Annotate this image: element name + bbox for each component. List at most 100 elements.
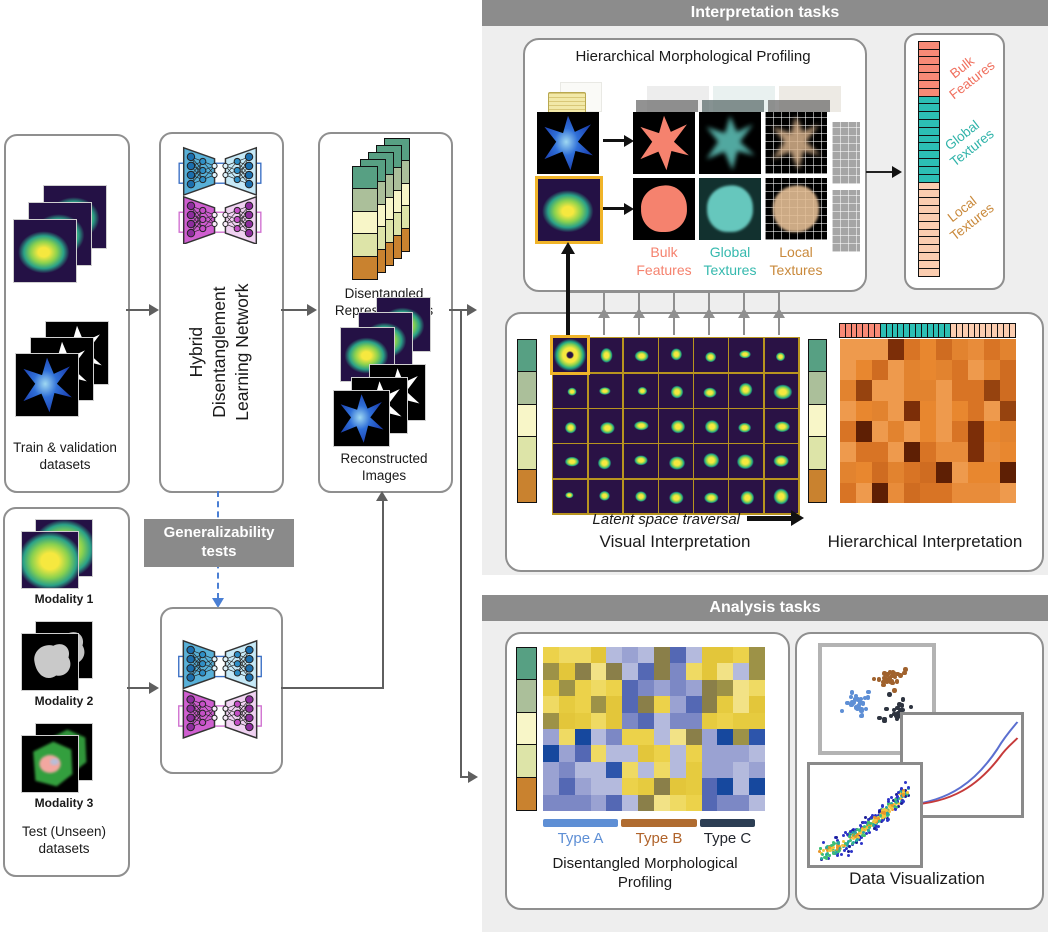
arrowhead <box>632 308 645 318</box>
heatmap-cell <box>1000 421 1016 442</box>
heatmap-cell <box>936 482 952 503</box>
heatmap-cell <box>888 339 904 360</box>
heatmap-cell <box>872 400 888 421</box>
density-dot <box>838 847 842 851</box>
scatter-dot <box>860 700 865 706</box>
heatmap-cell <box>840 441 856 462</box>
heatmap-cell <box>669 663 686 680</box>
heatmap-cell <box>543 679 559 697</box>
colorbar-segment <box>808 339 827 374</box>
density-dot <box>847 854 851 858</box>
colorbar-segment <box>516 679 537 714</box>
heatmap-cell <box>669 761 686 779</box>
heatmap-cell <box>840 421 856 442</box>
heatmap-cell <box>701 647 718 664</box>
heatmap-cell <box>701 712 718 729</box>
test-caption: Test (Unseen) datasets <box>21 824 107 856</box>
traversal-cell <box>588 444 623 479</box>
scatter-dot <box>856 702 862 708</box>
heatmap-cell <box>920 462 936 483</box>
colorbar-segment <box>517 436 537 471</box>
global-texture-image-1 <box>699 112 761 174</box>
heatmap-cell <box>733 778 750 795</box>
scatter-dot <box>855 706 860 711</box>
heatmap-cell <box>920 380 936 401</box>
heatmap-cell <box>749 778 765 795</box>
arrowhead <box>791 510 804 526</box>
heatmap-cell <box>888 441 904 462</box>
density-dot <box>866 825 870 829</box>
heatmap-cell <box>685 778 702 795</box>
heatmap-cell <box>638 728 654 746</box>
heatmap-cell <box>622 794 639 811</box>
traversal-cell <box>658 479 693 514</box>
density-dot <box>851 841 855 844</box>
scatter-dot <box>903 667 908 672</box>
density-dot <box>822 856 826 860</box>
density-dot <box>901 798 905 802</box>
density-dot <box>875 824 879 828</box>
density-dot <box>877 810 881 814</box>
heatmap-cell <box>653 728 670 746</box>
scatter-dot <box>891 670 896 676</box>
colorbar-segment <box>516 711 537 747</box>
density-dot <box>889 795 893 799</box>
heatmap-cell <box>749 696 765 713</box>
heatmap-cell <box>733 794 750 811</box>
traversal-cell <box>658 408 693 443</box>
density-dot <box>872 819 876 823</box>
density-dot <box>856 835 860 839</box>
heatmap-cell <box>606 778 623 795</box>
density-dot <box>888 804 892 808</box>
type-c-bar <box>700 819 755 827</box>
traversal-cell <box>623 444 658 479</box>
density-dot <box>841 833 845 837</box>
scatter-dot <box>882 718 887 724</box>
arrowhead <box>149 303 159 316</box>
heatmap-cell <box>984 339 1000 360</box>
scatter-dot <box>839 708 845 714</box>
scatter-dot <box>900 697 906 702</box>
density-dot <box>858 823 862 827</box>
density-dot <box>858 828 862 832</box>
modality1-front <box>21 531 79 589</box>
arrow-outputs-to-interpretation <box>449 309 469 311</box>
density-dot <box>876 824 880 828</box>
arrow-profiling-to-vector <box>866 171 893 173</box>
heatmap-cell <box>638 794 654 811</box>
heatmap-cell <box>872 462 888 483</box>
heatmap-cell <box>952 482 968 503</box>
arrowhead <box>307 303 317 316</box>
heatmap-cell <box>840 380 856 401</box>
modality3-front <box>21 735 79 793</box>
heatmap-cell <box>558 663 575 680</box>
density-dot <box>857 838 861 842</box>
heatmap-cell <box>717 745 734 762</box>
heatmap-cell <box>984 441 1000 462</box>
scatter-dot <box>849 702 854 708</box>
heatmap-cell <box>574 745 591 762</box>
arrowhead <box>772 308 785 318</box>
heatmap-cell <box>920 339 936 360</box>
heatmap-cell <box>749 745 765 762</box>
traversal-cell <box>623 479 658 514</box>
density-dot <box>848 845 852 849</box>
traversal-cell <box>729 408 764 443</box>
density-dot <box>828 846 832 850</box>
heatmap-cell <box>733 712 750 729</box>
heatmap-cell <box>733 728 750 746</box>
density-dot <box>871 824 875 828</box>
arrow-test-to-network2 <box>127 687 151 689</box>
visual-interpretation-caption: Visual Interpretation <box>599 532 751 551</box>
density-dot <box>821 849 825 853</box>
density-dot <box>874 828 878 832</box>
blue-curve <box>907 721 1019 806</box>
heatmap-cell <box>717 679 734 697</box>
density-dot <box>832 852 836 856</box>
density-dot <box>903 788 907 792</box>
heatmap-cell <box>653 679 670 697</box>
heatmap-cell <box>1000 380 1016 401</box>
colorbar-segment <box>516 776 537 812</box>
heatmap-cell <box>622 745 639 762</box>
scatter-dot <box>898 708 904 713</box>
